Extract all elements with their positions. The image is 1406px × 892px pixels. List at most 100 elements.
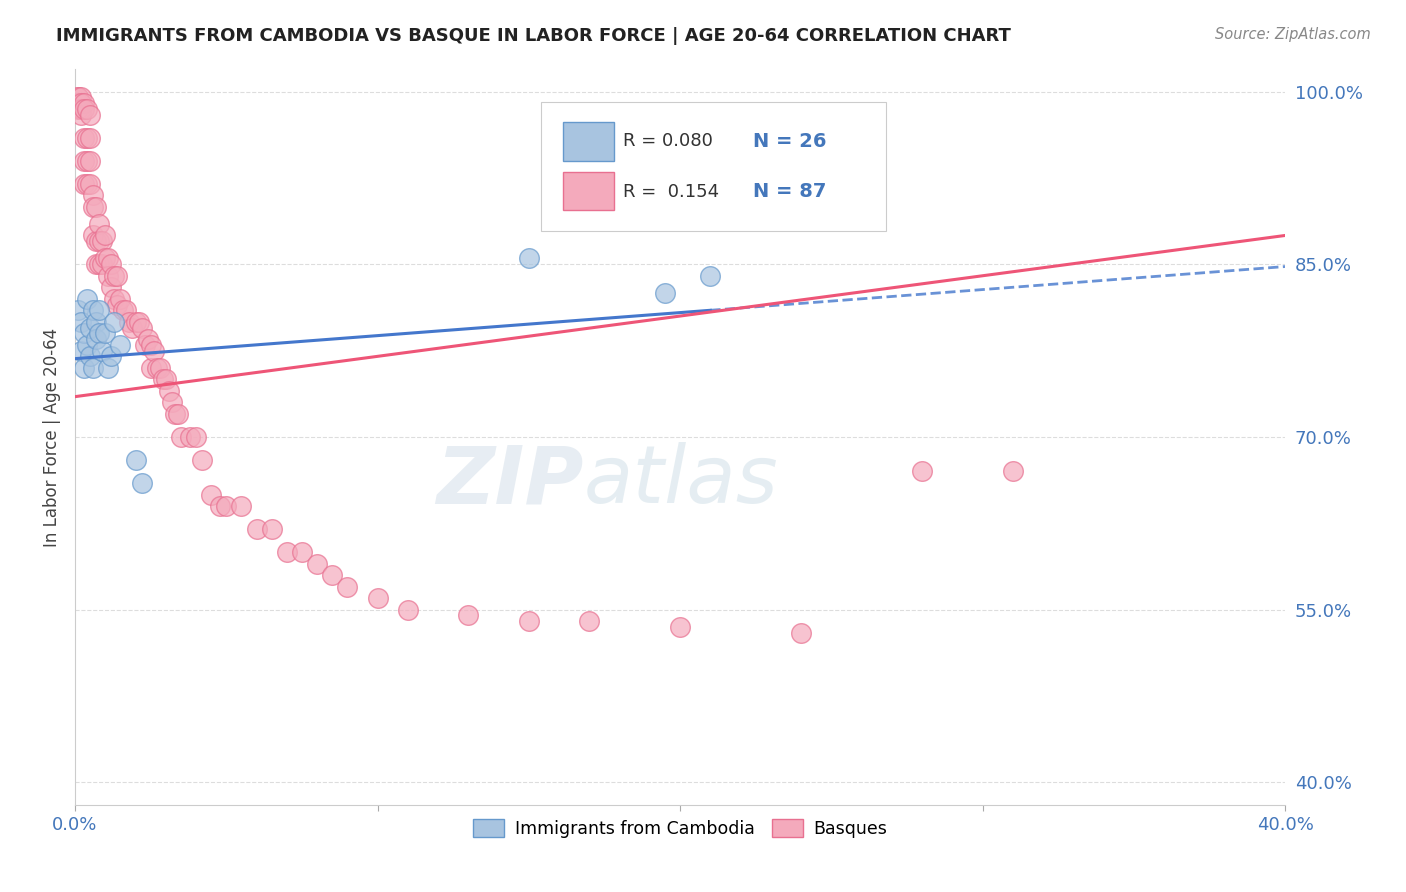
Point <box>260 522 283 536</box>
Point <box>245 522 267 536</box>
Point <box>73 153 96 168</box>
Point <box>112 303 135 318</box>
Point <box>100 349 122 363</box>
Point <box>84 315 107 329</box>
Point <box>97 360 120 375</box>
Point <box>84 200 107 214</box>
Text: Source: ZipAtlas.com: Source: ZipAtlas.com <box>1215 27 1371 42</box>
Point <box>79 107 101 121</box>
Text: R = 0.080: R = 0.080 <box>623 133 713 151</box>
Point <box>91 343 114 358</box>
Point <box>89 303 111 318</box>
Point <box>142 343 165 358</box>
Text: R =  0.154: R = 0.154 <box>623 183 720 201</box>
Point <box>82 228 104 243</box>
Point <box>73 96 96 111</box>
Point <box>103 268 125 283</box>
Point <box>89 234 111 248</box>
Point <box>67 90 90 104</box>
Point <box>97 252 120 266</box>
Point <box>134 338 156 352</box>
Point <box>73 102 96 116</box>
Point <box>73 130 96 145</box>
Point <box>103 315 125 329</box>
Point <box>115 303 138 318</box>
FancyBboxPatch shape <box>541 102 886 231</box>
Point <box>89 326 111 341</box>
Text: IMMIGRANTS FROM CAMBODIA VS BASQUE IN LABOR FORCE | AGE 20-64 CORRELATION CHART: IMMIGRANTS FROM CAMBODIA VS BASQUE IN LA… <box>56 27 1011 45</box>
Point <box>1001 465 1024 479</box>
Point <box>82 200 104 214</box>
Point <box>654 286 676 301</box>
Point <box>67 90 90 104</box>
Point <box>67 303 90 318</box>
Point <box>84 257 107 271</box>
Point <box>131 475 153 490</box>
Point <box>73 177 96 191</box>
Point <box>790 625 813 640</box>
Point <box>200 487 222 501</box>
Point <box>100 257 122 271</box>
Point <box>139 360 162 375</box>
Point <box>336 580 359 594</box>
Point <box>100 280 122 294</box>
Point <box>911 465 934 479</box>
Point <box>136 332 159 346</box>
Point <box>121 320 143 334</box>
Point <box>160 395 183 409</box>
Point <box>79 349 101 363</box>
Point <box>105 268 128 283</box>
Point <box>70 315 93 329</box>
Point <box>215 499 238 513</box>
Point <box>105 297 128 311</box>
Text: N = 87: N = 87 <box>752 182 827 201</box>
Point <box>155 372 177 386</box>
Point <box>167 407 190 421</box>
Point <box>76 177 98 191</box>
Point <box>184 430 207 444</box>
Point <box>82 360 104 375</box>
Point <box>367 591 389 606</box>
Point <box>67 96 90 111</box>
Point <box>157 384 180 398</box>
Point <box>103 292 125 306</box>
Point <box>94 326 117 341</box>
Point <box>94 252 117 266</box>
Point <box>70 343 93 358</box>
Point <box>79 153 101 168</box>
Point <box>396 602 419 616</box>
Point <box>152 372 174 386</box>
Point <box>94 228 117 243</box>
Point <box>79 320 101 334</box>
Point <box>79 177 101 191</box>
Point <box>128 315 150 329</box>
FancyBboxPatch shape <box>562 122 613 161</box>
Point <box>79 130 101 145</box>
Legend: Immigrants from Cambodia, Basques: Immigrants from Cambodia, Basques <box>465 812 894 845</box>
Point <box>76 338 98 352</box>
Point <box>84 234 107 248</box>
Point <box>67 102 90 116</box>
Point <box>110 338 132 352</box>
Point <box>209 499 232 513</box>
Point <box>149 360 172 375</box>
Point <box>276 545 298 559</box>
Point <box>76 130 98 145</box>
Point <box>70 90 93 104</box>
Point <box>70 102 93 116</box>
Point <box>170 430 193 444</box>
Point <box>517 614 540 628</box>
Point <box>70 96 93 111</box>
Point <box>76 292 98 306</box>
Point <box>191 453 214 467</box>
Point <box>118 315 141 329</box>
Text: ZIP: ZIP <box>436 442 583 520</box>
Point <box>89 217 111 231</box>
Point <box>91 257 114 271</box>
Point <box>231 499 253 513</box>
Point <box>517 252 540 266</box>
Point <box>73 326 96 341</box>
Point <box>91 234 114 248</box>
Text: N = 26: N = 26 <box>752 132 827 151</box>
Point <box>305 557 328 571</box>
